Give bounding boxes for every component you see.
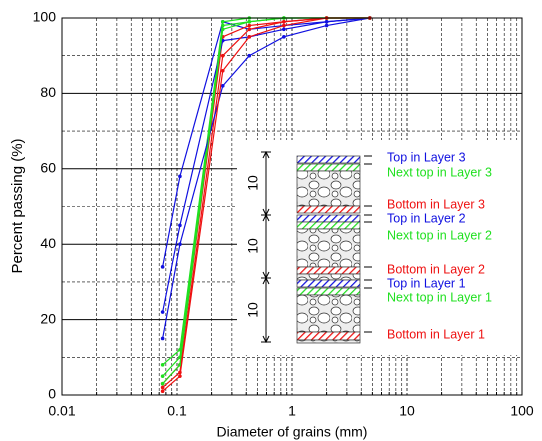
data-point: [178, 374, 182, 378]
dimension-lines: [261, 150, 372, 344]
data-point: [247, 27, 252, 32]
legend-label: Bottom in Layer 1: [387, 327, 485, 341]
data-point: [282, 19, 286, 24]
data-point: [220, 53, 225, 58]
y-tick-label: 20: [40, 310, 56, 326]
data-point: [178, 242, 182, 246]
data-point: [247, 23, 252, 28]
x-tick-label: 0.1: [167, 403, 187, 419]
dimension-label: 10: [245, 175, 261, 191]
data-point: [282, 35, 286, 39]
x-tick-label: 0.01: [48, 403, 75, 419]
x-tick-label: 100: [510, 403, 534, 419]
y-tick-label: 60: [40, 160, 56, 176]
x-axis-label: Diameter of grains (mm): [217, 424, 368, 440]
data-point: [247, 19, 252, 24]
legend-label: Next top in Layer 1: [387, 290, 492, 304]
y-tick-label: 0: [48, 386, 56, 402]
data-point: [247, 35, 252, 39]
data-point: [160, 389, 165, 394]
data-point: [160, 374, 165, 378]
dimension-label: 10: [245, 238, 261, 254]
legend-label: Bottom in Layer 2: [387, 262, 485, 276]
data-point: [324, 19, 329, 24]
legend-label: Top in Layer 2: [387, 211, 466, 225]
inset-background: [237, 140, 522, 355]
legend-label: Top in Layer 3: [387, 150, 466, 164]
data-point: [160, 363, 165, 367]
data-point: [220, 84, 225, 88]
legend-label: Bottom in Layer 3: [387, 197, 485, 211]
data-point: [220, 27, 225, 32]
data-point: [220, 19, 225, 24]
data-point: [324, 23, 329, 28]
data-point: [160, 265, 165, 269]
plot-frame: [61, 17, 523, 396]
data-point: [160, 381, 165, 386]
legend-label: Next top in Layer 2: [387, 228, 492, 242]
y-tick-label: 80: [40, 84, 56, 100]
y-tick-label: 100: [33, 9, 57, 25]
data-point: [220, 68, 225, 73]
data-point: [247, 53, 252, 58]
y-tick-label: 40: [40, 235, 56, 251]
layer-stack: [296, 155, 361, 344]
dimension-label: 10: [245, 302, 261, 318]
data-point: [160, 336, 165, 341]
data-point: [178, 223, 182, 228]
data-point: [282, 27, 286, 32]
data-point: [282, 23, 286, 28]
y-axis-label: Percent passing (%): [9, 138, 26, 273]
x-tick-label: 10: [399, 403, 415, 419]
x-tick-label: 1: [288, 403, 296, 419]
data-point: [178, 174, 182, 179]
data-point: [160, 385, 165, 390]
data-point: [160, 310, 165, 314]
legend-label: Top in Layer 1: [387, 276, 466, 290]
data-point: [220, 23, 225, 28]
legend-label: Next top in Layer 3: [387, 165, 492, 179]
